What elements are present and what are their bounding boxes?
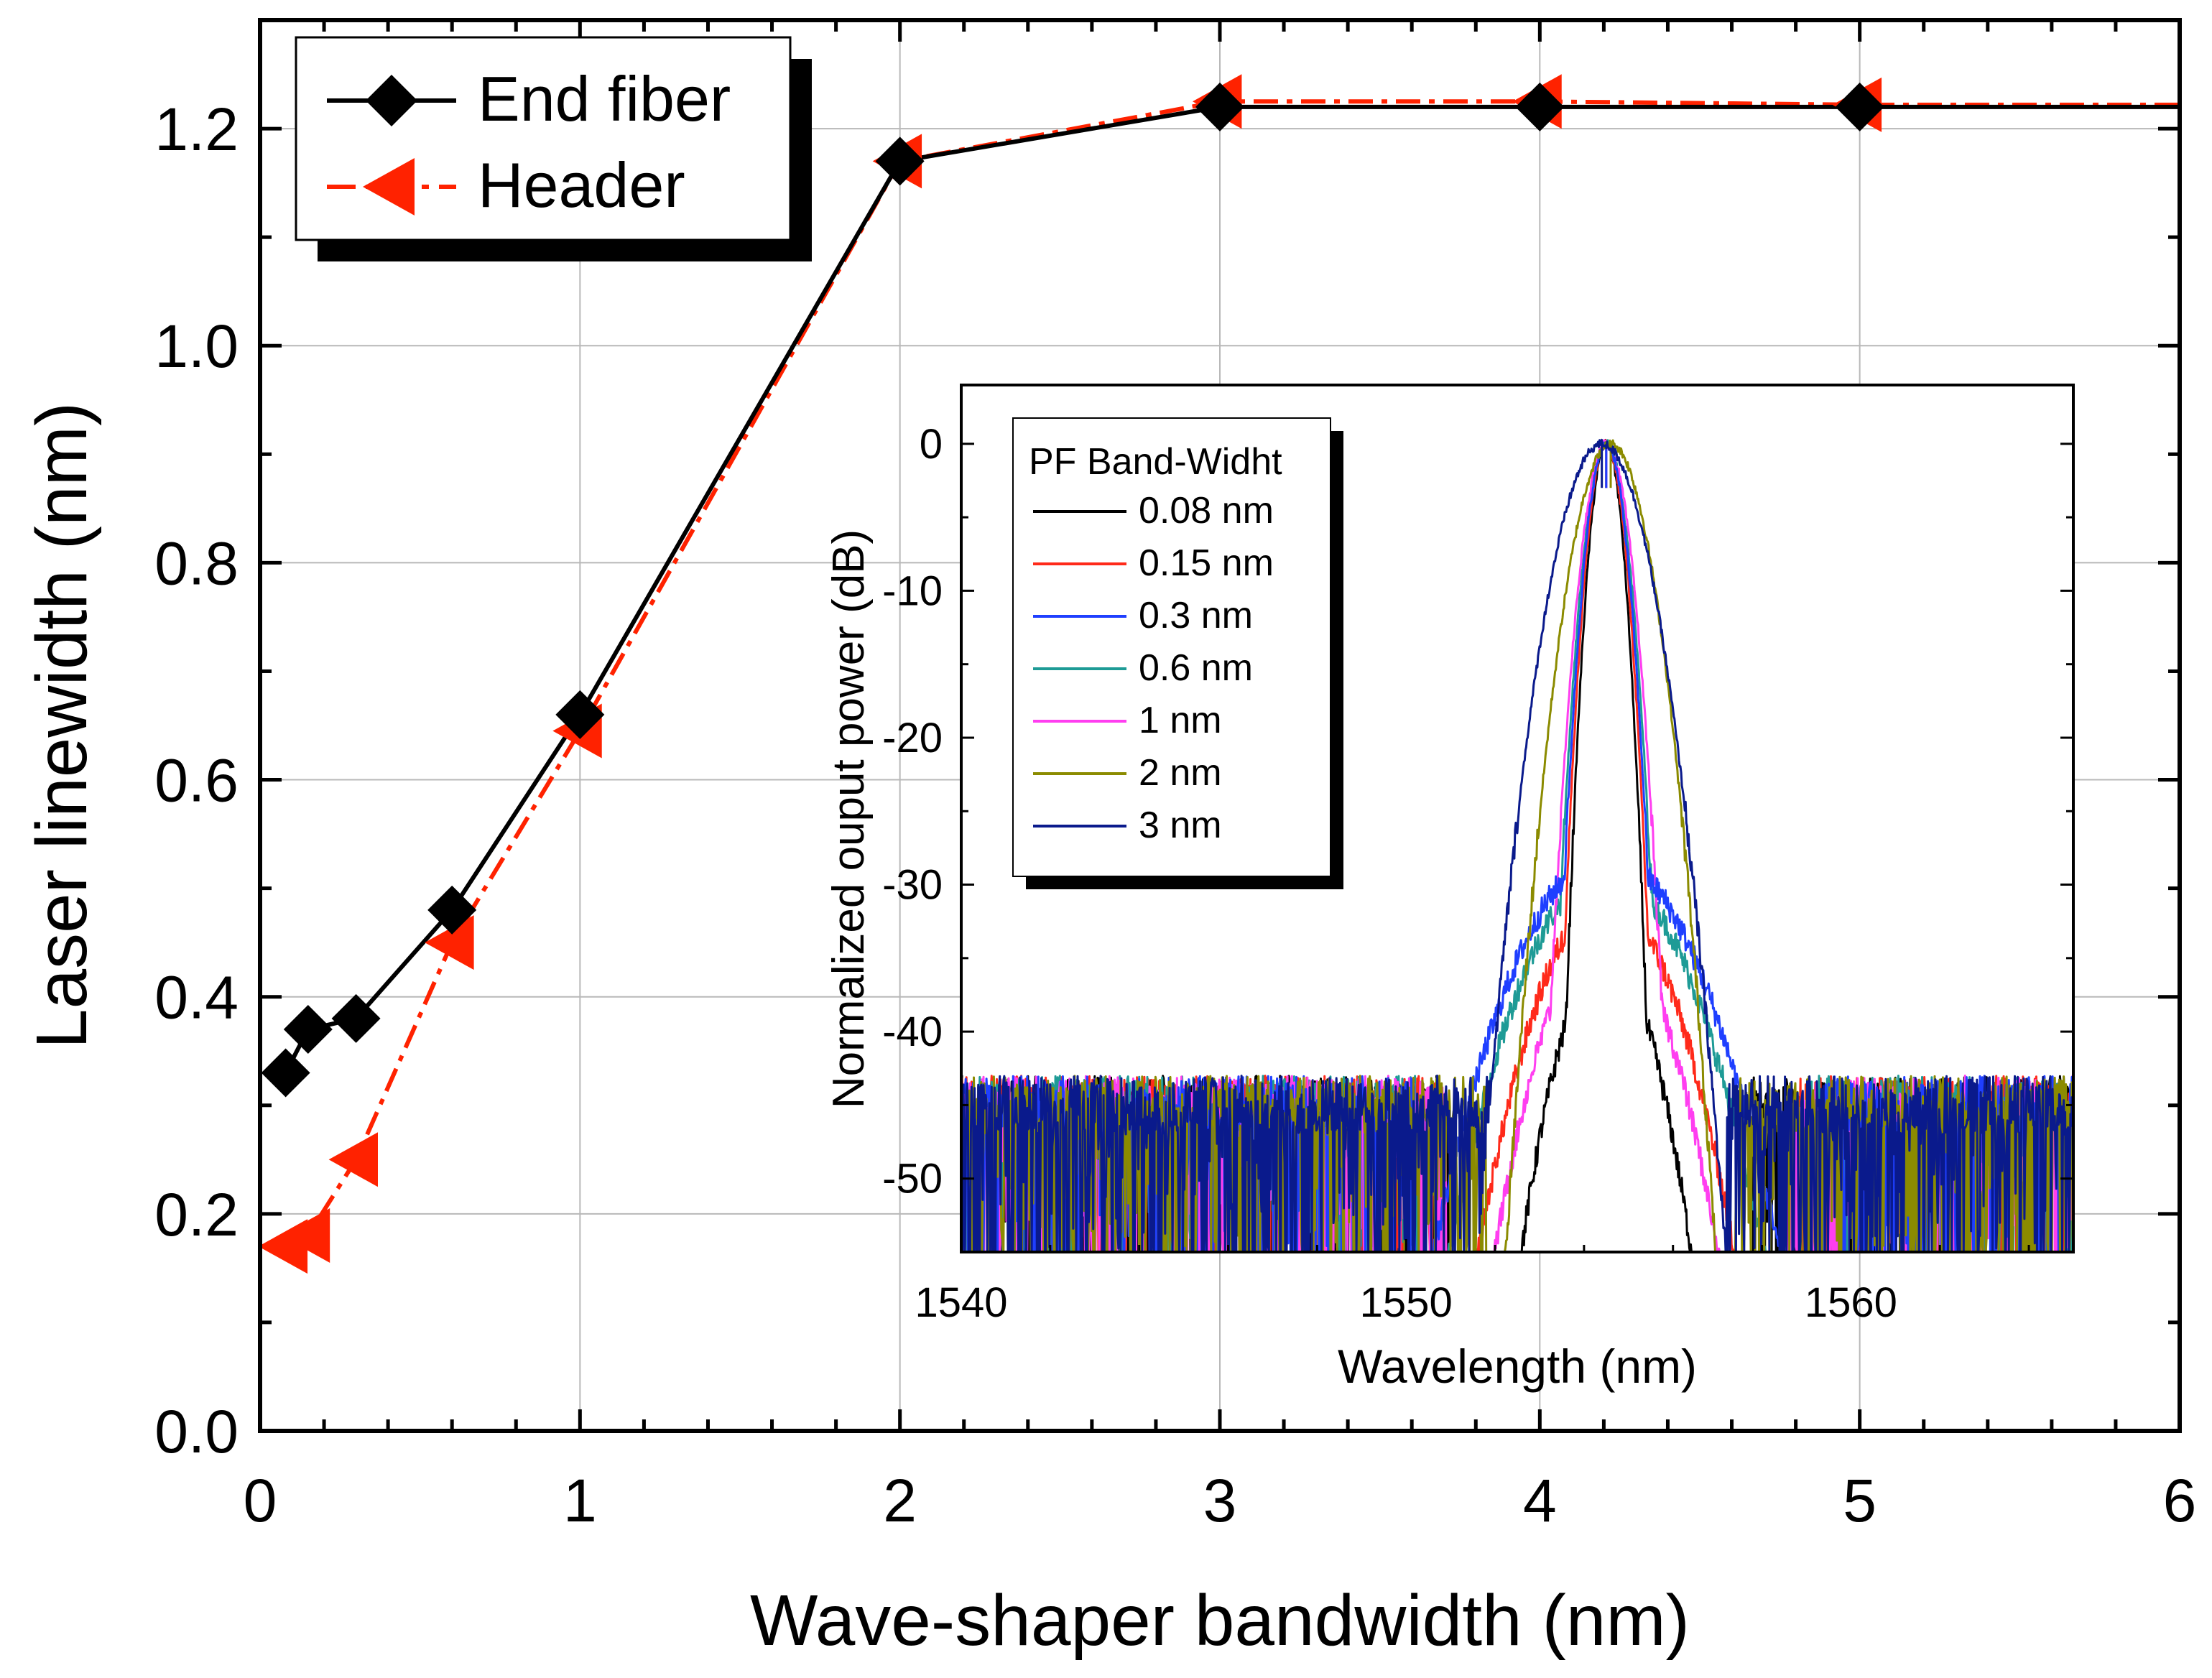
marker-end-fiber-5	[875, 136, 925, 186]
legend-marker-header	[363, 158, 415, 215]
inset-legend-label-0-08-nm: 0.08 nm	[1139, 490, 1274, 532]
inset-legend-title: PF Band-Widht	[1029, 441, 1282, 483]
inset-ticks	[960, 442, 2073, 1252]
marker-end-fiber-4	[555, 690, 605, 739]
inset-x-tick-label-0: 1540	[915, 1279, 1007, 1326]
main-y-axis-label: Laser linewidth (nm)	[22, 402, 102, 1049]
y-tick-label-4: 0.8	[154, 529, 239, 597]
main-tick-labels: 0 1 2 3 4 5 6 0.0 0.2 0.4 0.6 0.8 1.0 1.2	[154, 96, 2196, 1534]
legend-entry-header	[327, 158, 456, 215]
x-tick-label-6: 6	[2163, 1467, 2197, 1534]
legend-label-end-fiber: End fiber	[478, 63, 731, 134]
inset-legend-label-3-nm: 3 nm	[1139, 805, 1222, 846]
main-ticks	[258, 18, 2182, 1433]
inset-y-tick-label-4: -40	[882, 1009, 943, 1055]
marker-header-3	[425, 915, 474, 970]
x-tick-label-4: 4	[1523, 1467, 1557, 1534]
y-tick-label-6: 1.2	[154, 96, 239, 163]
x-tick-label-1: 1	[563, 1467, 597, 1534]
legend-label-header: Header	[478, 149, 685, 221]
inset-legend-label-0-15-nm: 0.15 nm	[1139, 542, 1274, 584]
inset-y-tick-label-1: -10	[882, 567, 943, 614]
marker-end-fiber-8	[1835, 82, 1884, 131]
marker-end-fiber-3	[427, 885, 477, 935]
y-tick-label-2: 0.4	[154, 964, 239, 1032]
inset-plot-frame	[960, 384, 2075, 1253]
inset-x-axis-label: Wavelength (nm)	[1338, 1340, 1697, 1393]
legend-entry-end-fiber	[327, 75, 456, 126]
inset-legend-box	[1012, 417, 1331, 877]
inset-legend-label-1-nm: 1 nm	[1139, 700, 1222, 741]
main-legend: End fiber Header	[295, 36, 812, 261]
marker-header-1	[280, 1208, 330, 1264]
x-tick-label-5: 5	[1843, 1467, 1877, 1534]
inset-legend-entries: 0.08 nm 0.15 nm 0.3 nm 0.6 nm 1 nm 2 nm 3 nm	[1033, 490, 1274, 846]
series-line-end-fiber	[283, 104, 2180, 1074]
inset-legend-label-0-6-nm: 0.6 nm	[1139, 647, 1253, 689]
y-tick-label-0: 0.0	[154, 1398, 239, 1465]
inset-legend-label-0-3-nm: 0.3 nm	[1139, 595, 1253, 636]
marker-header-2	[328, 1132, 378, 1187]
main-series	[258, 74, 2180, 1274]
x-tick-label-2: 2	[883, 1467, 917, 1534]
inset-tick-labels: 1540 1550 1560 0 -10 -20 -30 -40 -50	[882, 421, 1897, 1326]
inset-x-tick-label-1: 1550	[1360, 1279, 1453, 1326]
legend-marker-end-fiber	[366, 75, 417, 126]
main-chart: 0 1 2 3 4 5 6 0.0 0.2 0.4 0.6 0.8 1.0 1.2 Wave-shaper…	[22, 18, 2196, 1661]
y-tick-label-1: 0.2	[154, 1181, 239, 1248]
y-tick-label-3: 0.6	[154, 747, 239, 815]
main-legend-box	[295, 36, 792, 241]
marker-end-fiber-6	[1195, 82, 1244, 131]
inset-chart: 1540 1550 1560 0 -10 -20 -30 -40 -50 Wavelength …	[824, 384, 2075, 1393]
inset-legend: PF Band-Widht 0.08 nm 0.15 nm 0.3 nm 0.6 nm…	[1012, 417, 1343, 889]
inset-y-tick-label-5: -50	[882, 1156, 943, 1202]
marker-end-fiber-1	[283, 1005, 333, 1054]
inset-legend-label-2-nm: 2 nm	[1139, 752, 1222, 794]
inset-y-tick-label-3: -30	[882, 862, 943, 909]
series-line-header	[284, 99, 2180, 1248]
marker-end-fiber-2	[331, 993, 381, 1043]
marker-end-fiber-0	[261, 1048, 310, 1098]
inset-y-tick-label-2: -20	[882, 715, 943, 761]
x-tick-label-0: 0	[244, 1467, 277, 1534]
marker-end-fiber-7	[1515, 82, 1565, 131]
x-tick-label-3: 3	[1203, 1467, 1237, 1534]
main-x-axis-label: Wave-shaper bandwidth (nm)	[750, 1580, 1690, 1661]
inset-x-tick-label-2: 1560	[1805, 1279, 1897, 1326]
inset-y-axis-label: Normalized ouput power (dB)	[824, 529, 874, 1108]
y-tick-label-5: 1.0	[154, 312, 239, 380]
inset-y-tick-label-0: 0	[920, 421, 943, 468]
